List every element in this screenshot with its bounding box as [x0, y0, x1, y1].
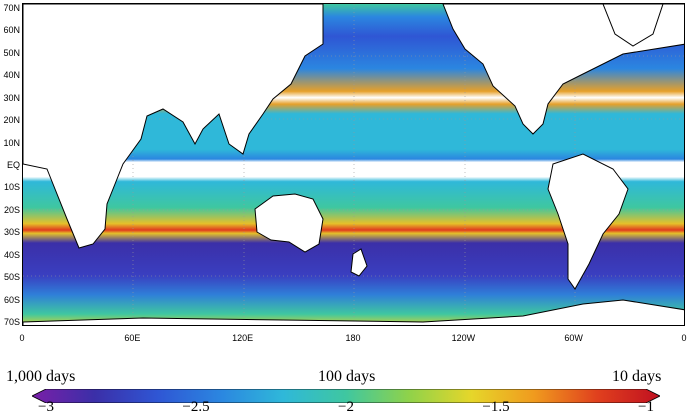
- colorbar-tick-3: −1.5: [482, 399, 510, 415]
- colorbar-label-left: 1,000 days: [6, 368, 76, 385]
- lon-label-5: 60W: [564, 333, 583, 343]
- colorbar-label-right: 10 days: [612, 368, 662, 385]
- new-zealand: [350, 248, 368, 277]
- colorbar-tick-2: −2: [338, 399, 354, 415]
- lon-label-6: 0: [681, 333, 687, 343]
- lat-label-30s: 30S: [3, 227, 20, 238]
- colorbar-tick-1: −2.5: [182, 399, 210, 415]
- lat-label-70n: 70N: [3, 3, 20, 13]
- lon-label-0: 0: [19, 333, 25, 343]
- lat-label-60s: 60S: [3, 294, 20, 305]
- lat-label-40n: 40N: [3, 70, 20, 81]
- lat-label-50s: 50S: [3, 272, 20, 283]
- global-map: [22, 3, 685, 326]
- lat-label-30n: 30N: [3, 92, 20, 103]
- colorbar-tick-4: −1: [638, 399, 654, 415]
- lat-label-10s: 10S: [3, 182, 20, 193]
- lon-label-2: 120E: [232, 333, 254, 343]
- lat-label-50n: 50N: [3, 47, 20, 58]
- south-america: [547, 153, 629, 290]
- eurasia-africa: [23, 4, 324, 249]
- lat-label-eq: EQ: [6, 160, 20, 170]
- land-masses: [23, 4, 684, 325]
- antarctica: [23, 299, 684, 325]
- ocean-field-map: [23, 4, 684, 325]
- lat-label-70s: 70S: [3, 317, 20, 327]
- lat-label-20n: 20N: [3, 115, 20, 126]
- australia: [254, 193, 324, 253]
- lon-label-1: 60E: [124, 333, 141, 343]
- lon-label-3: 180: [345, 333, 361, 343]
- lat-label-60n: 60N: [3, 25, 20, 36]
- lon-label-4: 120W: [451, 333, 476, 343]
- lat-label-10n: 10N: [3, 137, 20, 148]
- greenland: [602, 4, 664, 47]
- colorbar-label-mid: 100 days: [318, 368, 376, 385]
- colorbar-tick-0: −3: [38, 399, 54, 415]
- lat-label-40s: 40S: [3, 249, 20, 260]
- lat-label-20s: 20S: [3, 204, 20, 215]
